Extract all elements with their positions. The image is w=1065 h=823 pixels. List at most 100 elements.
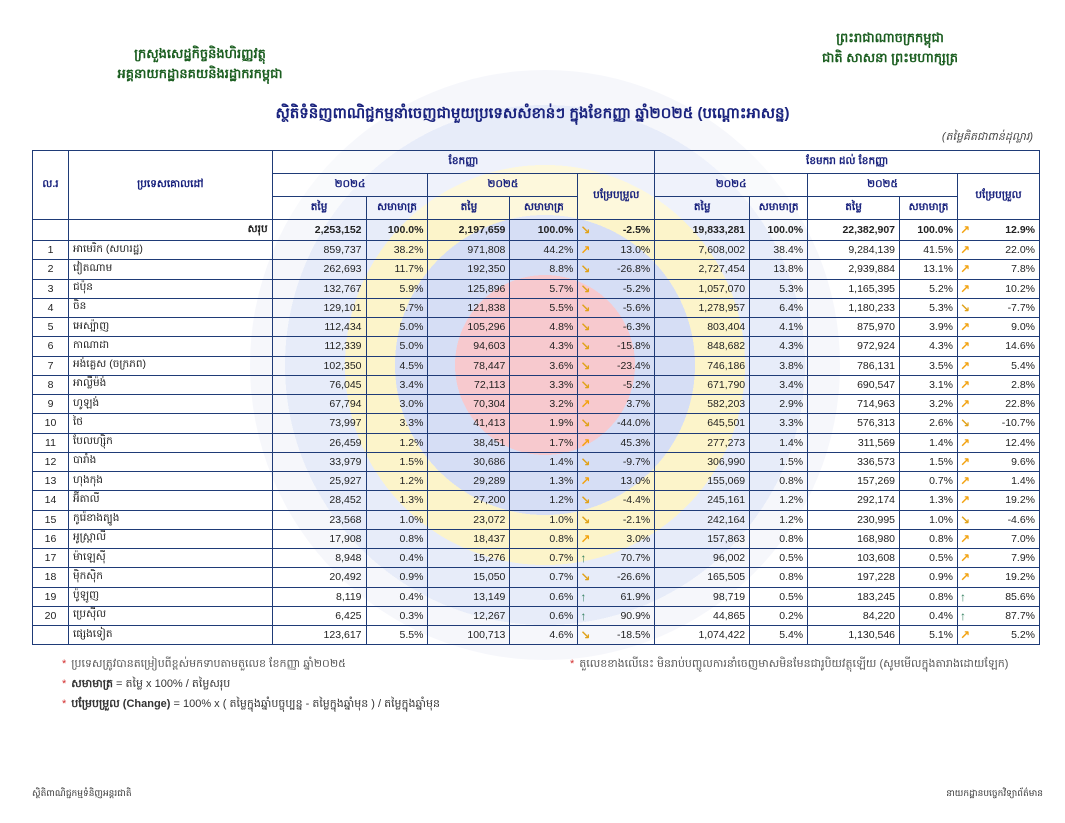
up-right-arrow-icon: ↗ [957, 624, 976, 646]
ytd-change: 7.0% [975, 528, 1041, 550]
up-right-arrow-icon: ↗ [957, 567, 976, 588]
total-ytd-2024-share: 100.0% [749, 219, 809, 241]
month-2025-value: 41,413 [427, 413, 511, 434]
table-row: 8 អាល្លឺម៉ង់ 76,045 3.4% 72,113 3.3% ↘ -5.2% 671… [32, 374, 1041, 396]
month-change: 45.3% [595, 432, 656, 453]
table-row: 19 ប៉ូឡូញ 8,119 0.4% 13,149 0.6% ↑ 61.9% 98,719 0… [32, 586, 1041, 607]
month-change: -15.8% [595, 336, 656, 357]
month-2024-share: 1.2% [365, 432, 429, 453]
up-arrow-icon: ↑ [957, 586, 976, 607]
up-right-arrow-icon: ↗ [577, 239, 596, 261]
row-no: 20 [32, 605, 69, 627]
up-right-arrow-icon: ↗ [577, 393, 596, 415]
table-row: 4 ចិន 129,101 5.7% 121,838 5.5% ↘ -5.6% 1,278,95… [32, 297, 1041, 319]
ytd-2024-value: 746,186 [654, 355, 751, 376]
down-right-arrow-icon: ↘ [577, 259, 596, 280]
ytd-2025-value: 972,924 [807, 336, 901, 357]
ytd-change: -7.7% [975, 297, 1041, 319]
country-name: ប៉ូឡូញ [67, 586, 273, 607]
month-2025-share: 1.0% [509, 509, 579, 530]
month-2024-header: ២០២៤ [271, 173, 429, 197]
ytd-2025-share: 0.4% [899, 605, 958, 627]
ytd-2024-share: 1.4% [749, 432, 809, 453]
row-no: 13 [32, 470, 69, 492]
ytd-2025-value: 875,970 [807, 316, 901, 338]
ytd-change: 9.0% [975, 316, 1041, 338]
country-name: បែលហ្ស៊ិក [67, 432, 273, 453]
month-2025-share: 8.8% [509, 259, 579, 280]
export-statistics-table: ល.រ ប្រទេសគោលដៅ ខែកញ្ញា ខែមករា ដល់ ខែកញ្… [32, 150, 1041, 646]
down-right-arrow-icon: ↘ [577, 451, 596, 473]
table-row: 7 អង់គ្លេស (ចក្រភព) 102,350 4.5% 78,447 3.6% ↘… [32, 355, 1041, 376]
table-row: 11 បែលហ្ស៊ិក 26,459 1.2% 38,451 1.7% ↗ 45.3% 277… [32, 432, 1041, 453]
ytd-2025-share: 2.6% [899, 413, 958, 434]
ytd-2024-share: 5.3% [749, 278, 809, 299]
ytd-2024-share: 1.2% [749, 509, 809, 530]
ytd-change: 5.2% [975, 624, 1041, 646]
national-motto: ជាតិ សាសនា ព្រះមហាក្សត្រ [822, 50, 958, 65]
share-header: សមាមាត្រ [899, 196, 958, 220]
ytd-change: 10.2% [975, 278, 1041, 299]
note-sorting-text: ប្រទេសត្រូវបានតម្រៀបពីខ្ពស់មកទាបតាមតួលេខ… [71, 658, 346, 670]
month-2025-share: 0.7% [509, 567, 579, 588]
ytd-2024-value: 277,273 [654, 432, 751, 453]
ytd-2025-value: 157,269 [807, 470, 901, 492]
month-2025-value: 971,808 [427, 239, 511, 261]
up-right-arrow-icon: ↗ [957, 490, 976, 511]
down-right-arrow-icon: ↘ [577, 413, 596, 434]
share-header: សមាមាត្រ [749, 196, 809, 220]
ytd-2025-value: 690,547 [807, 374, 901, 396]
ytd-2025-value: 292,174 [807, 490, 901, 511]
month-2025-share: 5.5% [509, 297, 579, 319]
row-no: 5 [32, 316, 69, 338]
month-2025-share: 4.8% [509, 316, 579, 338]
month-2024-value: 23,568 [271, 509, 367, 530]
month-2025-value: 23,072 [427, 509, 511, 530]
ytd-change: 1.4% [975, 470, 1041, 492]
month-change: -18.5% [595, 624, 656, 646]
country-name: ហូឡង់ [67, 393, 273, 415]
country-name: ចិន [67, 297, 273, 319]
country-name: ម៉ាឡេស៊ី [67, 547, 273, 569]
row-no: 11 [32, 432, 69, 453]
total-month-2024-share: 100.0% [365, 219, 429, 241]
footer-left: ស្ថិតិពាណិជ្ជកម្មទំនិញអន្តរជាតិ [32, 788, 132, 798]
ytd-change: 12.4% [975, 432, 1041, 453]
month-2024-value: 102,350 [271, 355, 367, 376]
month-2025-share: 1.4% [509, 451, 579, 473]
table-row: 5 អេស្ប៉ាញ 112,434 5.0% 105,296 4.8% ↘ -6.3% 803… [32, 316, 1041, 338]
row-no: 9 [32, 393, 69, 415]
month-2025-share: 44.2% [509, 239, 579, 261]
share-header: សមាមាត្រ [509, 196, 579, 220]
ytd-2025-value: 1,130,546 [807, 624, 901, 646]
row-no: 12 [32, 451, 69, 473]
ytd-2025-share: 41.5% [899, 239, 958, 261]
month-group-header: ខែកញ្ញា [271, 150, 656, 174]
note-sorting: * ប្រទេសត្រូវបានតម្រៀបពីខ្ពស់មកទាបតាមតួលេ… [62, 658, 346, 670]
month-2025-value: 27,200 [427, 490, 511, 511]
table-row: 16 អូស្ត្រាលី 17,908 0.8% 18,437 0.8% ↗ 3.0% 157… [32, 528, 1041, 550]
month-2024-value: 28,452 [271, 490, 367, 511]
month-2024-share: 3.0% [365, 393, 429, 415]
ytd-2025-share: 0.8% [899, 586, 958, 607]
ytd-change: 85.6% [975, 586, 1041, 607]
table-row: 10 ថៃ 73,997 3.3% 41,413 1.9% ↘ -44.0% 645,501 3.… [32, 413, 1041, 434]
month-2024-value: 17,908 [271, 528, 367, 550]
ytd-2025-share: 5.2% [899, 278, 958, 299]
ytd-2025-value: 786,131 [807, 355, 901, 376]
month-change: -6.3% [595, 316, 656, 338]
ytd-2024-share: 38.4% [749, 239, 809, 261]
ytd-2024-value: 803,404 [654, 316, 751, 338]
country-name: អាមេរិក (សហរដ្ឋ) [67, 239, 273, 261]
table-row: 6 កាណាដា 112,339 5.0% 94,603 4.3% ↘ -15.8% 848,6… [32, 336, 1041, 357]
ytd-2024-value: 98,719 [654, 586, 751, 607]
month-change: 13.0% [595, 470, 656, 492]
share-header: សមាមាត្រ [365, 196, 429, 220]
up-right-arrow-icon: ↗ [577, 470, 596, 492]
table-row: 20 ប្រេស៊ីល 6,425 0.3% 12,267 0.6% ↑ 90.9% 44,86… [32, 605, 1041, 627]
ytd-change: 2.8% [975, 374, 1041, 396]
month-2025-value: 121,838 [427, 297, 511, 319]
month-2025-share: 4.3% [509, 336, 579, 357]
ytd-2025-value: 103,608 [807, 547, 901, 569]
ytd-2025-share: 0.9% [899, 567, 958, 588]
